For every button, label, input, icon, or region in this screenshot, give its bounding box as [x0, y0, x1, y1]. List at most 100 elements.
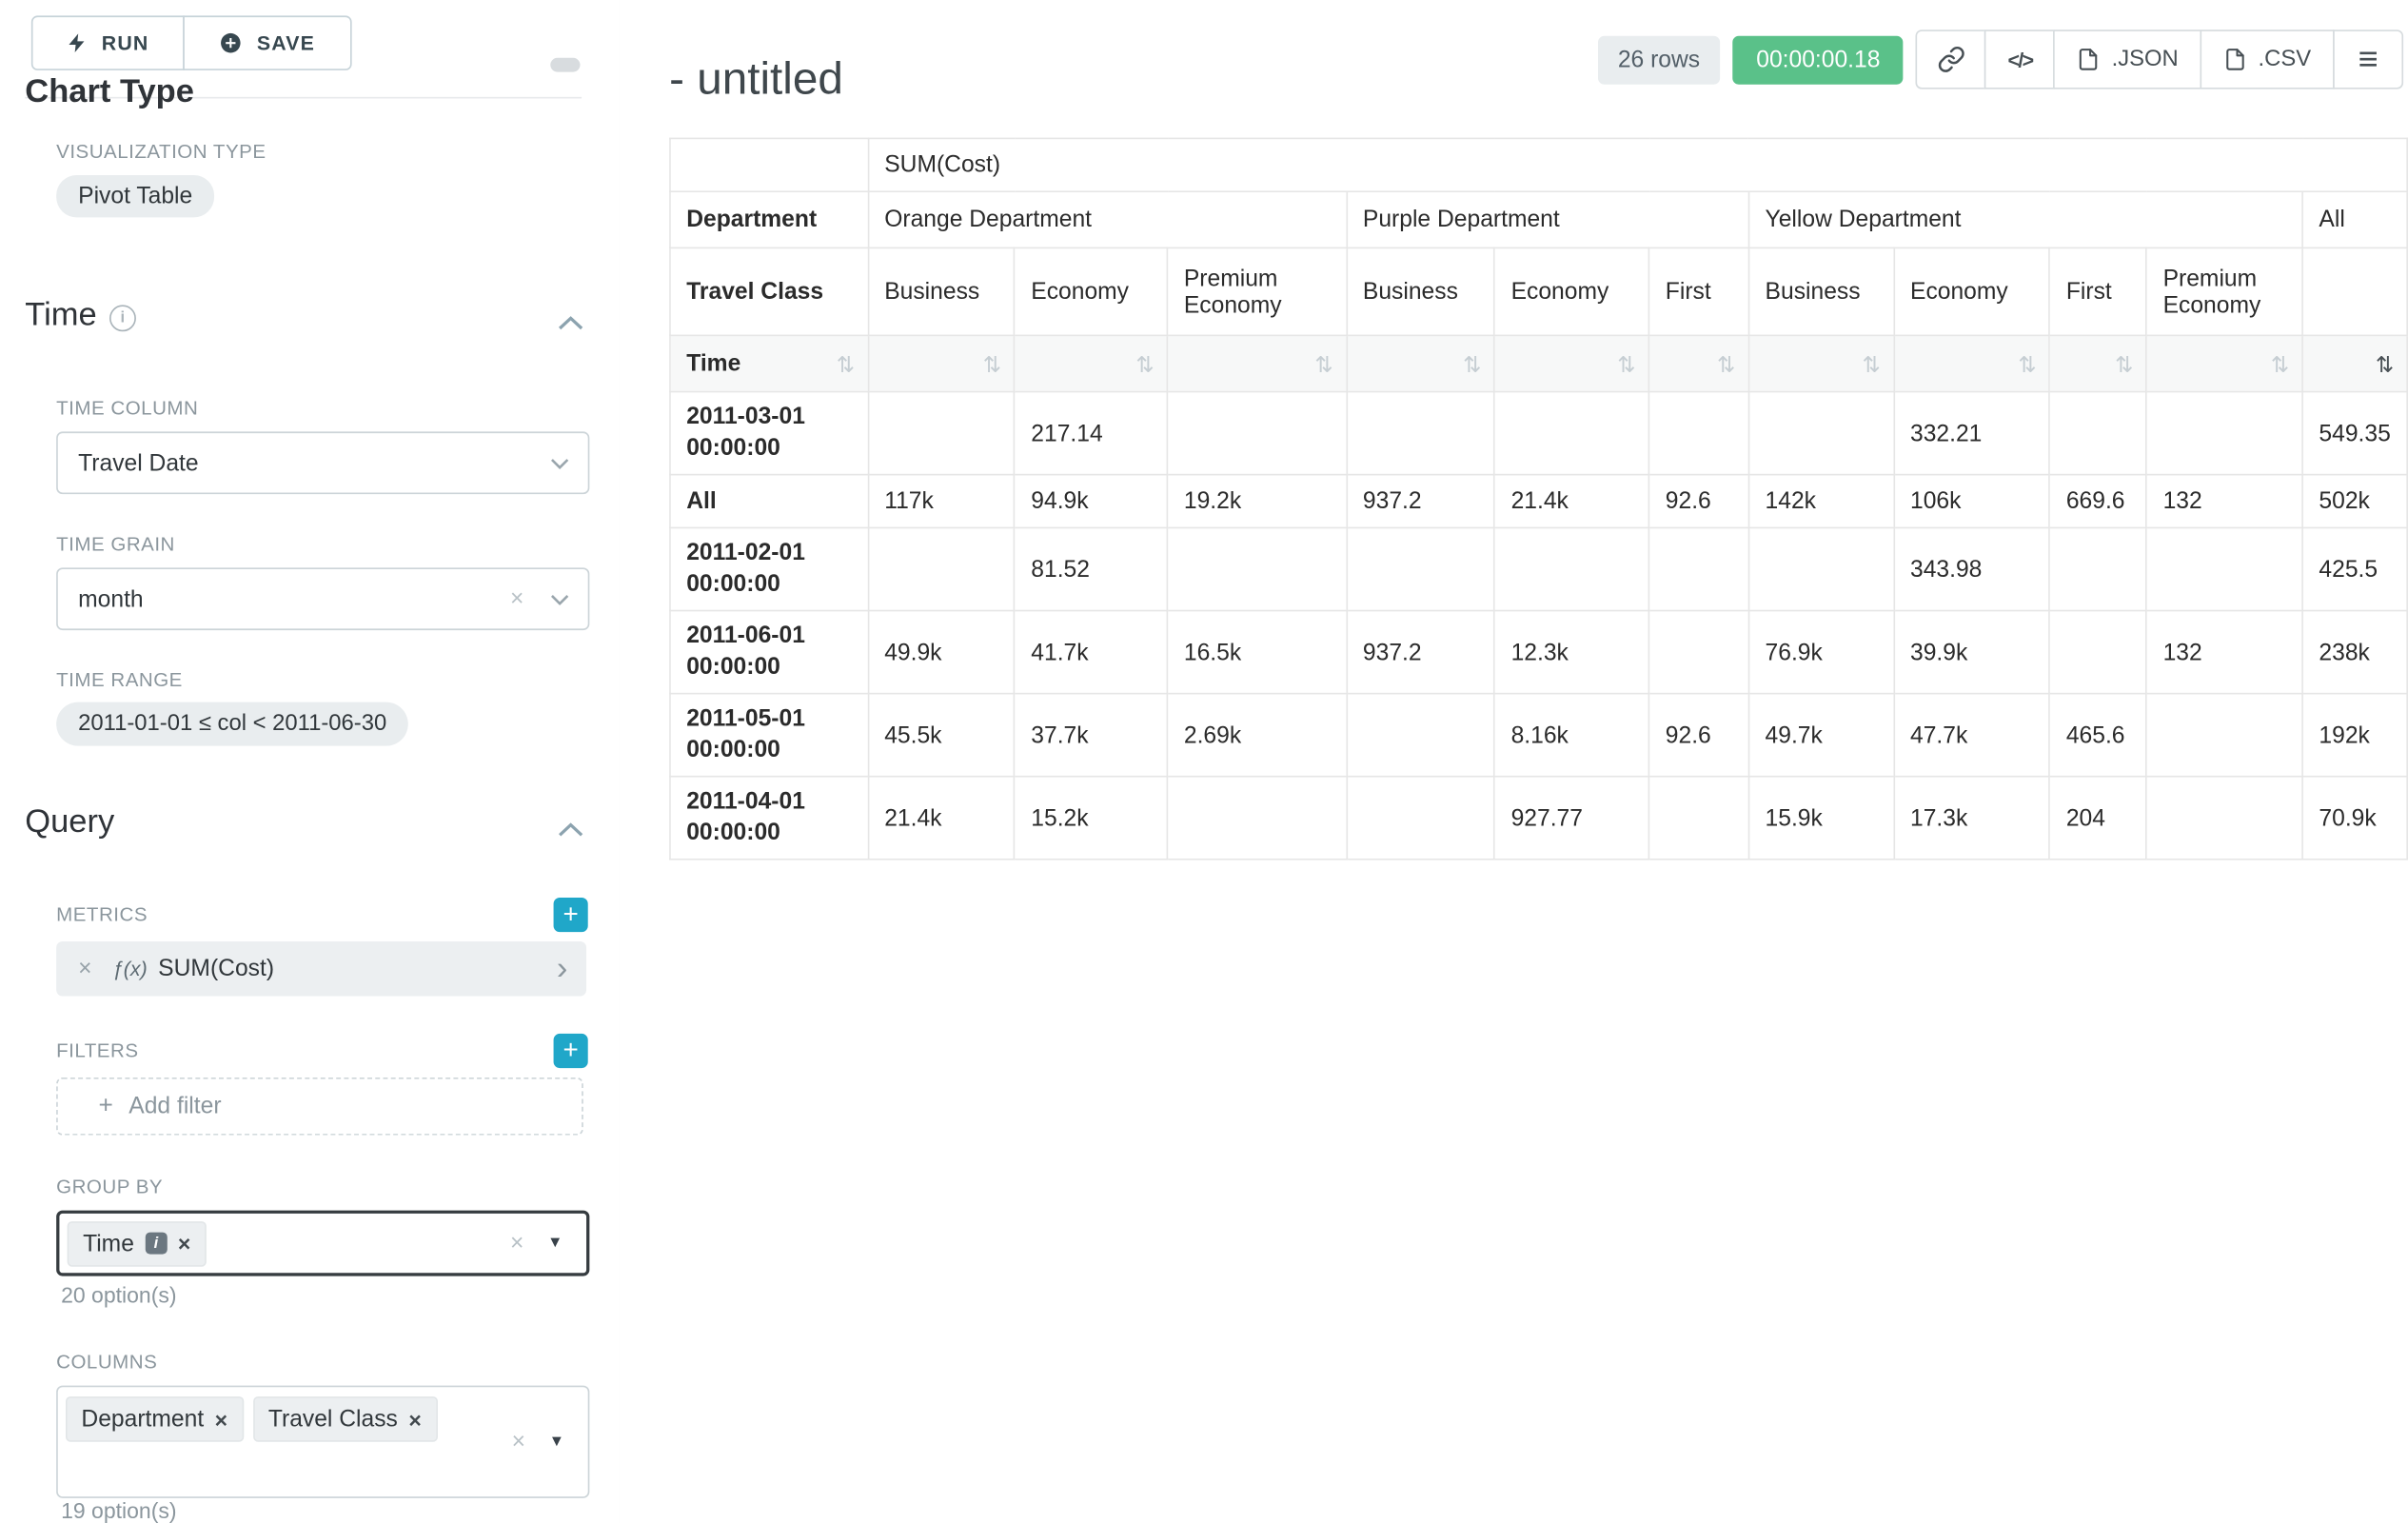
- sort-header-cell: ⇅: [1345, 334, 1496, 393]
- value-cell: 12.3k: [1493, 609, 1650, 695]
- time-section-header[interactable]: Time i: [25, 297, 136, 334]
- query-section-header[interactable]: Query: [25, 803, 114, 841]
- chevron-down-icon[interactable]: [550, 448, 569, 477]
- metric-item[interactable]: × ƒ(x) SUM(Cost) ›: [56, 940, 587, 997]
- sort-icon[interactable]: ⇅: [1135, 350, 1155, 377]
- value-cell: 81.52: [1014, 526, 1169, 612]
- time-grain-select[interactable]: month ×: [56, 567, 590, 631]
- more-options-button[interactable]: ≡: [2333, 30, 2404, 89]
- sort-icon[interactable]: ⇅: [2018, 350, 2037, 377]
- export-csv-label: .CSV: [2258, 47, 2312, 72]
- export-csv-button[interactable]: .CSV: [2200, 30, 2335, 89]
- sort-icon[interactable]: ⇅: [2115, 350, 2134, 377]
- value-cell: 549.35: [2301, 390, 2408, 476]
- group-by-tag[interactable]: Time i ×: [67, 1220, 207, 1266]
- value-cell: 21.4k: [867, 775, 1016, 860]
- value-cell: [2145, 775, 2303, 860]
- copy-link-button[interactable]: [1916, 30, 1987, 89]
- add-filter-button[interactable]: + Add filter: [56, 1077, 583, 1136]
- time-column-select[interactable]: Travel Date: [56, 431, 590, 495]
- pivot-data-row: All 117k 94.9k 19.2k 937.2 21.4k 92.6 142k 106k 6…: [669, 473, 2408, 529]
- columns-tag[interactable]: Department ×: [65, 1396, 244, 1442]
- columns-tag[interactable]: Travel Class ×: [252, 1396, 438, 1442]
- value-cell: 502k: [2301, 473, 2408, 529]
- value-cell: 142k: [1747, 473, 1895, 529]
- add-metric-button[interactable]: +: [553, 897, 588, 933]
- value-cell: [1747, 390, 1895, 476]
- travel-class-header-cell: First: [1648, 247, 1750, 337]
- plus-icon: +: [98, 1092, 113, 1119]
- chevron-down-icon[interactable]: [550, 584, 569, 613]
- group-by-options-count: 20 option(s): [61, 1282, 177, 1308]
- embed-code-button[interactable]: </>: [1984, 30, 2056, 89]
- travel-class-dimension-cell: Travel Class: [669, 247, 869, 337]
- chevron-up-icon[interactable]: [558, 309, 583, 338]
- menu-icon: ≡: [2358, 39, 2378, 79]
- save-button[interactable]: SAVE: [183, 15, 351, 70]
- value-cell: [2048, 609, 2148, 695]
- chart-type-heading: Chart Type: [25, 73, 194, 110]
- remove-tag-icon[interactable]: ×: [408, 1406, 422, 1433]
- value-cell: 8.16k: [1493, 692, 1650, 778]
- sort-icon[interactable]: ⇅: [2270, 350, 2290, 377]
- chevron-up-icon[interactable]: [558, 817, 583, 845]
- pivot-corner-cell: [669, 137, 869, 193]
- time-range-value[interactable]: 2011-01-01 ≤ col < 2011-06-30: [56, 702, 409, 746]
- value-cell: [1493, 390, 1650, 476]
- clear-icon[interactable]: ×: [509, 1230, 524, 1257]
- file-icon: [2223, 47, 2247, 71]
- value-cell: 669.6: [2048, 473, 2148, 529]
- clear-icon[interactable]: ×: [511, 1428, 525, 1455]
- clear-icon[interactable]: ×: [509, 585, 524, 613]
- caret-down-icon[interactable]: ▼: [547, 1235, 563, 1253]
- value-cell: 937.2: [1345, 473, 1496, 529]
- add-filter-plus-button[interactable]: +: [553, 1033, 588, 1069]
- value-cell: 92.6: [1648, 692, 1750, 778]
- remove-tag-icon[interactable]: ×: [177, 1230, 191, 1256]
- sidebar-topbar: RUN SAVE: [0, 0, 618, 72]
- sort-icon[interactable]: ⇅: [1862, 350, 1881, 377]
- chevron-right-icon[interactable]: ›: [556, 950, 568, 987]
- sort-header-cell: ⇅: [1166, 334, 1348, 393]
- row-label-cell: 2011-02-01 00:00:00: [669, 526, 869, 612]
- run-save-button-group: RUN SAVE: [30, 15, 351, 70]
- sort-icon[interactable]: ⇅: [1314, 350, 1333, 377]
- caret-down-icon[interactable]: ▼: [548, 1433, 565, 1451]
- run-button[interactable]: RUN: [30, 15, 186, 70]
- value-cell: 425.5: [2301, 526, 2408, 612]
- value-cell: 70.9k: [2301, 775, 2408, 860]
- department-header-cell: Orange Department: [867, 190, 1348, 249]
- row-label-cell: All: [669, 473, 869, 529]
- export-json-button[interactable]: .JSON: [2053, 30, 2202, 89]
- info-badge-icon: i: [145, 1232, 168, 1255]
- value-cell: 2.69k: [1166, 692, 1348, 778]
- time-section-title: Time: [25, 297, 97, 333]
- value-cell: 117k: [867, 473, 1016, 529]
- add-filter-label: Add filter: [128, 1093, 222, 1120]
- columns-select[interactable]: Department × Travel Class × × ▼: [56, 1385, 590, 1498]
- sort-icon[interactable]: ⇅: [1617, 350, 1636, 377]
- value-cell: [1345, 692, 1496, 778]
- sort-icon[interactable]: ⇅: [2375, 350, 2395, 377]
- sort-icon[interactable]: ⇅: [1463, 350, 1482, 377]
- chart-controls-sidebar: Chart Type RUN SAVE VISUALIZATION: [0, 0, 622, 1523]
- sort-icon[interactable]: ⇅: [1717, 350, 1736, 377]
- value-cell: 92.6: [1648, 473, 1750, 529]
- row-label-cell: 2011-03-01 00:00:00: [669, 390, 869, 476]
- value-cell: [1166, 775, 1348, 860]
- remove-tag-icon[interactable]: ×: [214, 1406, 228, 1433]
- value-cell: 15.2k: [1014, 775, 1169, 860]
- export-button-group: </> .JSON .CSV ≡: [1916, 30, 2404, 89]
- group-by-select[interactable]: Time i × × ▼: [56, 1210, 590, 1276]
- sort-header-cell: ⇅: [1493, 334, 1650, 393]
- pivot-data-row: 2011-06-01 00:00:00 49.9k 41.7k 16.5k 937.2 1…: [669, 609, 2408, 695]
- value-cell: 17.3k: [1892, 775, 2051, 860]
- value-cell: 39.9k: [1892, 609, 2051, 695]
- sort-icon[interactable]: ⇅: [982, 350, 1002, 377]
- value-cell: [1747, 526, 1895, 612]
- remove-metric-icon[interactable]: ×: [78, 955, 92, 982]
- visualization-type-value[interactable]: Pivot Table: [56, 174, 215, 218]
- sidebar-scrollbar-thumb[interactable]: [550, 57, 581, 72]
- value-cell: 204: [2048, 775, 2148, 860]
- sort-icon[interactable]: ⇅: [836, 350, 856, 377]
